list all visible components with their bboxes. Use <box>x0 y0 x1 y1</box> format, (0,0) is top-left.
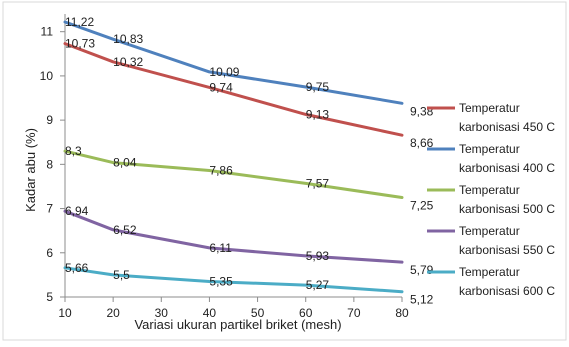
series-line <box>63 209 404 264</box>
y-tick-label: 5 <box>46 290 53 304</box>
data-label: 8,3 <box>65 144 82 158</box>
legend-label: Temperatur <box>459 183 520 197</box>
data-label: 5,27 <box>306 278 330 292</box>
legend-label: Temperatur <box>459 265 520 279</box>
data-label: 9,75 <box>306 80 330 94</box>
data-label: 10,32 <box>113 55 143 69</box>
data-label: 7,25 <box>410 199 434 213</box>
x-tick-label: 40 <box>203 306 217 320</box>
data-label: 11,22 <box>65 15 94 29</box>
data-label: 6,11 <box>209 241 232 255</box>
data-label: 5,79 <box>410 263 434 277</box>
data-label: 5,35 <box>209 275 233 289</box>
y-tick-label: 11 <box>41 25 54 39</box>
series-line <box>63 266 404 294</box>
x-axis-title: Variasi ukuran partikel briket (mesh) <box>134 317 341 332</box>
legend-label: Temperatur <box>459 224 520 238</box>
legend-label: karbonisasi 500 C <box>459 202 555 216</box>
data-label: 7,57 <box>306 176 330 190</box>
data-label: 9,13 <box>306 107 330 121</box>
series-layer <box>63 20 404 294</box>
legend-label: karbonisasi 550 C <box>459 243 555 257</box>
data-label: 10,09 <box>209 65 239 79</box>
data-labels: 10,73 10,32 9,74 9,13 8,66 11,22 10,83 10,09 9,7… <box>65 15 434 307</box>
y-axis-title: Kadar abu (%) <box>23 128 38 212</box>
x-tick-label: 20 <box>106 306 120 320</box>
axes: 5 6 7 8 9 10 11 10 20 30 40 50 60 70 80 <box>40 14 409 320</box>
legend-label: karbonisasi 400 C <box>459 161 555 175</box>
data-label: 5,66 <box>65 261 89 275</box>
data-label: 8,04 <box>113 156 137 170</box>
x-tick-label: 60 <box>299 306 313 320</box>
data-label: 10,73 <box>65 37 95 51</box>
x-tick-label: 30 <box>155 306 169 320</box>
x-tick-label: 10 <box>58 306 72 320</box>
y-tick-label: 7 <box>46 202 53 216</box>
y-tick-label: 6 <box>46 246 53 260</box>
series-line <box>63 42 404 137</box>
y-tick-label: 10 <box>40 69 54 83</box>
legend: Temperatur karbonisasi 450 C Temperatur kar… <box>427 101 555 298</box>
data-label: 5,5 <box>113 268 130 282</box>
legend-label: Temperatur <box>459 101 520 115</box>
series-line <box>63 149 404 199</box>
data-label: 6,52 <box>113 223 137 237</box>
legend-label: karbonisasi 450 C <box>459 120 555 134</box>
data-label: 7,86 <box>209 164 233 178</box>
y-tick-label: 9 <box>46 113 53 127</box>
series-line <box>63 20 404 105</box>
x-tick-label: 70 <box>347 306 361 320</box>
data-label: 9,74 <box>209 80 233 94</box>
data-label: 5,93 <box>306 249 330 263</box>
data-label: 5,12 <box>410 293 434 307</box>
x-tick-label: 80 <box>395 306 409 320</box>
legend-label: karbonisasi 600 C <box>459 284 555 298</box>
data-label: 9,38 <box>410 104 434 118</box>
x-tick-label: 50 <box>251 306 265 320</box>
y-tick-label: 8 <box>46 157 53 171</box>
data-label: 6,94 <box>65 204 89 218</box>
legend-label: Temperatur <box>459 142 520 156</box>
data-label: 10,83 <box>113 32 143 46</box>
data-label: 8,66 <box>410 136 434 150</box>
